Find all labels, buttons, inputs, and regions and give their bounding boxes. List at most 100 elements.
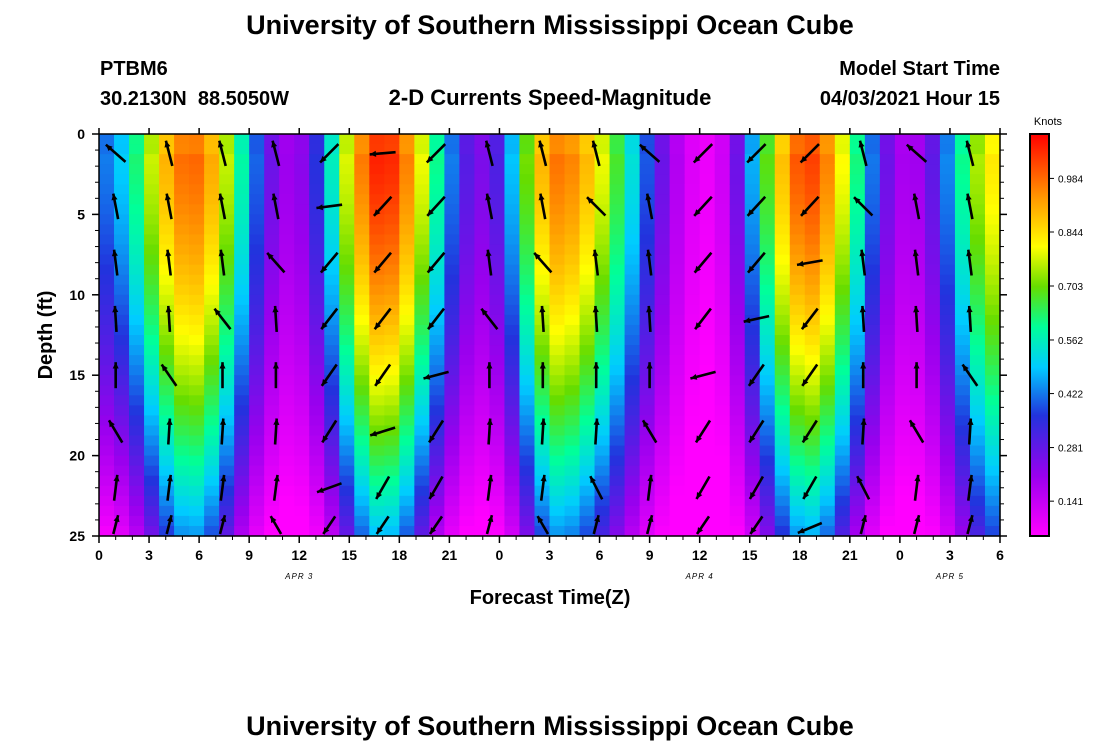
heatmap-cell xyxy=(384,174,400,185)
heatmap-cell xyxy=(474,435,491,447)
heatmap-cell xyxy=(954,465,971,477)
heatmap-cell xyxy=(249,304,265,316)
heatmap-cell xyxy=(684,505,701,517)
heatmap-cell xyxy=(144,144,160,155)
heatmap-cell xyxy=(789,164,806,175)
heatmap-cell xyxy=(669,204,686,215)
heatmap-cell xyxy=(939,134,956,145)
heatmap-cell xyxy=(909,385,926,396)
heatmap-cell xyxy=(264,465,280,477)
heatmap-cell xyxy=(624,385,641,396)
heatmap-cell xyxy=(114,204,130,215)
heatmap-cell xyxy=(189,174,205,185)
heatmap-cell xyxy=(924,204,941,215)
heatmap-cell xyxy=(369,445,385,457)
heatmap-cell xyxy=(414,475,430,487)
heatmap-cell xyxy=(789,134,806,145)
heatmap-cell xyxy=(984,355,1001,366)
heatmap-cell xyxy=(699,525,716,537)
heatmap-cell xyxy=(384,274,400,286)
heatmap-cell xyxy=(639,224,656,236)
heatmap-cell xyxy=(384,385,400,396)
heatmap-cell xyxy=(414,214,430,226)
current-arrow xyxy=(646,362,653,389)
heatmap-cell xyxy=(339,425,355,437)
heatmap-cell xyxy=(474,244,491,256)
heatmap-cell xyxy=(744,294,761,306)
heatmap-cell xyxy=(909,244,926,256)
heatmap-cell xyxy=(669,415,686,427)
station-id: PTBM6 xyxy=(100,58,168,80)
heatmap-cell xyxy=(699,425,716,437)
heatmap-cell xyxy=(894,144,911,155)
heatmap-cell xyxy=(159,335,175,346)
heatmap-cell xyxy=(234,485,250,497)
heatmap-cell xyxy=(639,144,656,155)
heatmap-cell xyxy=(819,134,836,145)
heatmap-cell xyxy=(249,515,265,527)
current-arrow xyxy=(219,474,227,501)
heatmap-cell xyxy=(174,385,190,396)
current-arrow xyxy=(967,418,974,445)
current-arrow xyxy=(965,140,975,167)
heatmap-cell xyxy=(579,405,596,416)
heatmap-cell xyxy=(279,144,295,155)
current-arrow xyxy=(320,307,339,330)
heatmap-cell xyxy=(654,134,671,145)
heatmap-cell xyxy=(834,395,851,406)
heatmap-cell xyxy=(819,335,836,346)
heatmap-cell xyxy=(789,495,806,507)
heatmap-cell xyxy=(744,304,761,316)
heatmap-cell xyxy=(294,495,310,507)
heatmap-cell xyxy=(309,204,325,215)
heatmap-cell xyxy=(654,355,671,366)
heatmap-cell xyxy=(264,184,280,195)
heatmap-cell xyxy=(639,505,656,517)
heatmap-cell xyxy=(954,234,971,246)
heatmap-cell xyxy=(129,405,145,416)
heatmap-cell xyxy=(714,465,731,477)
heatmap-cell xyxy=(444,455,460,467)
heatmap-cell xyxy=(114,214,130,226)
heatmap-cell xyxy=(699,465,716,477)
heatmap-cell xyxy=(804,385,821,396)
heatmap-cell xyxy=(294,184,310,195)
heatmap-cell xyxy=(279,425,295,437)
heatmap-cell xyxy=(984,395,1001,406)
heatmap-cell xyxy=(564,264,581,276)
heatmap-cell xyxy=(579,515,596,527)
heatmap-cell xyxy=(114,264,130,276)
heatmap-cell xyxy=(954,174,971,185)
heatmap-cell xyxy=(984,204,1001,215)
heatmap-cell xyxy=(759,335,776,346)
colorbar-tick-label: 0.562 xyxy=(1058,336,1083,347)
heatmap-cell xyxy=(804,174,821,185)
heatmap-cell xyxy=(429,455,445,467)
heatmap-cell xyxy=(819,395,836,406)
heatmap-cell xyxy=(444,274,460,286)
heatmap-cell xyxy=(189,314,205,326)
heatmap-cell xyxy=(804,425,821,437)
heatmap-cell xyxy=(714,314,731,326)
heatmap-cell xyxy=(699,164,716,175)
heatmap-cell xyxy=(354,425,370,437)
heatmap-cell xyxy=(219,204,235,215)
heatmap-cell xyxy=(819,345,836,356)
heatmap-cell xyxy=(459,304,476,316)
current-arrow xyxy=(801,419,818,444)
heatmap-cell xyxy=(204,415,220,427)
heatmap-cell xyxy=(309,234,325,246)
heatmap-cell xyxy=(129,264,145,276)
current-arrow xyxy=(266,252,286,274)
heatmap-cell xyxy=(534,395,551,406)
heatmap-cell xyxy=(579,184,596,195)
heatmap-cell xyxy=(339,254,355,266)
heatmap-cell xyxy=(699,314,716,326)
heatmap-cell xyxy=(144,495,160,507)
heatmap-cell xyxy=(804,495,821,507)
heatmap-cell xyxy=(324,525,340,537)
heatmap-cell xyxy=(789,294,806,306)
heatmap-cell xyxy=(264,204,280,215)
heatmap-cell xyxy=(249,415,265,427)
heatmap-cell xyxy=(594,274,611,286)
